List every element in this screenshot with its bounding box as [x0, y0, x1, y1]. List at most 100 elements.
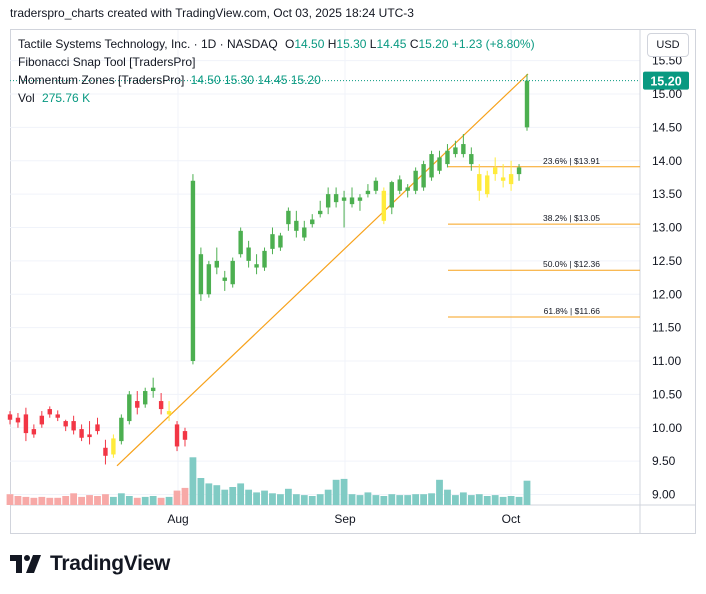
tradingview-logo-icon — [10, 555, 41, 573]
volume-bar — [189, 457, 197, 505]
candle-body — [103, 447, 108, 456]
high-label: H — [327, 37, 337, 51]
candle-body — [445, 150, 450, 165]
candle-body — [405, 187, 410, 191]
candle-body — [55, 414, 60, 418]
volume-bar — [372, 495, 380, 505]
volume-bars — [6, 457, 531, 505]
candle-body — [198, 254, 204, 295]
candle-body — [15, 417, 21, 423]
volume-bar — [483, 496, 491, 505]
volume-bar — [221, 489, 229, 505]
brand-logo: TradingView — [10, 552, 170, 576]
candle-body — [437, 157, 442, 171]
candle-body — [397, 179, 402, 191]
price-tick-label: 10.00 — [652, 421, 682, 435]
candle-body — [166, 411, 172, 415]
price-tick-label: 10.50 — [652, 387, 682, 401]
candle-body — [389, 182, 394, 208]
indicator-volume[interactable]: Vol 275.76 K — [18, 89, 535, 107]
last-price-badge — [643, 71, 689, 90]
candle-body — [302, 227, 307, 238]
volume-bar — [6, 494, 14, 505]
currency-button[interactable]: USD — [647, 33, 689, 57]
chart-legend: Tactile Systems Technology, Inc. · 1D · … — [18, 35, 535, 107]
volume-bar — [324, 489, 332, 505]
candle-body — [222, 277, 227, 281]
open-label: O — [285, 37, 295, 51]
volume-bar — [356, 495, 364, 505]
volume-bar — [86, 495, 93, 505]
volume-bar — [149, 496, 157, 505]
volume-bar — [237, 483, 245, 505]
fib-level-label: 23.6% | $13.91 — [543, 156, 600, 166]
volume-bar — [22, 496, 30, 505]
candle-body — [238, 230, 243, 255]
indicator-momentum-values: 14.50 15.30 14.45 15.20 — [190, 73, 321, 87]
price-tick-label: 11.50 — [652, 321, 681, 335]
price-tick-label: 13.50 — [652, 187, 682, 201]
candle-body — [477, 174, 482, 191]
fib-level-label: 50.0% | $12.36 — [543, 259, 600, 269]
indicator-momentum[interactable]: Momentum Zones [TradersPro] 14.50 15.30 … — [18, 71, 535, 89]
candle-body — [485, 175, 490, 195]
time-tick-label: Aug — [167, 512, 188, 526]
candle-body — [365, 190, 371, 195]
price-tick-label: 15.00 — [652, 87, 682, 101]
symbol-name[interactable]: Tactile Systems Technology, Inc. · 1D · … — [18, 37, 278, 51]
volume-bar — [436, 479, 443, 505]
volume-bar — [364, 492, 372, 505]
candle-body — [508, 174, 514, 185]
candle-body — [135, 401, 140, 408]
volume-bar — [491, 495, 499, 505]
indicator-momentum-name: Momentum Zones [TradersPro] — [18, 73, 185, 87]
candle-body — [325, 194, 331, 208]
candle-body — [23, 414, 29, 434]
candle-body — [95, 424, 100, 432]
price-axis: 9.00 9.50 10.00 10.50 11.00 11.50 12.00 12.50 13… — [652, 54, 682, 502]
candle-body — [310, 219, 315, 225]
last-price-tag: 15.20 — [10, 71, 689, 90]
brand-name: TradingView — [50, 552, 171, 575]
candle-body — [524, 80, 530, 128]
trend-line — [116, 73, 529, 467]
volume-bar — [316, 494, 324, 505]
chart-frame — [10, 29, 696, 534]
price-tick-label: 14.00 — [652, 154, 682, 168]
volume-bar — [467, 495, 475, 505]
close-value: 15.20 — [418, 37, 449, 51]
volume-bar — [141, 496, 149, 505]
indicator-fibonacci[interactable]: Fibonacci Snap Tool [TradersPro] — [18, 55, 196, 69]
price-tick-label: 12.50 — [652, 254, 682, 268]
volume-bar — [515, 496, 523, 505]
volume-bar — [181, 487, 189, 505]
candle-body — [278, 235, 283, 248]
last-price-value: 15.20 — [650, 75, 681, 89]
volume-bar — [110, 496, 117, 505]
volume-bar — [475, 494, 483, 505]
candle-body — [413, 170, 418, 191]
candle-body — [373, 180, 379, 191]
candles — [7, 73, 530, 465]
volume-bar — [46, 497, 54, 505]
candle-body — [318, 210, 323, 215]
candle-body — [31, 429, 37, 435]
volume-bar — [340, 478, 348, 505]
candle-body — [421, 164, 426, 188]
candle-body — [158, 401, 164, 410]
candle-body — [286, 210, 291, 225]
candle-body — [381, 190, 387, 221]
candle-body — [341, 197, 347, 201]
volume-bar — [332, 479, 340, 505]
change-value: +1.23 (+8.80%) — [451, 37, 535, 51]
fib-level-label: 38.2% | $13.05 — [543, 213, 600, 223]
candle-body — [246, 247, 251, 261]
volume-bar — [499, 496, 507, 505]
price-tick-label: 9.00 — [652, 488, 676, 502]
volume-bar — [428, 493, 435, 505]
volume-bar — [94, 496, 101, 505]
price-tick-label: 12.00 — [652, 287, 682, 301]
volume-bar — [245, 489, 253, 505]
volume-bar — [70, 493, 78, 505]
